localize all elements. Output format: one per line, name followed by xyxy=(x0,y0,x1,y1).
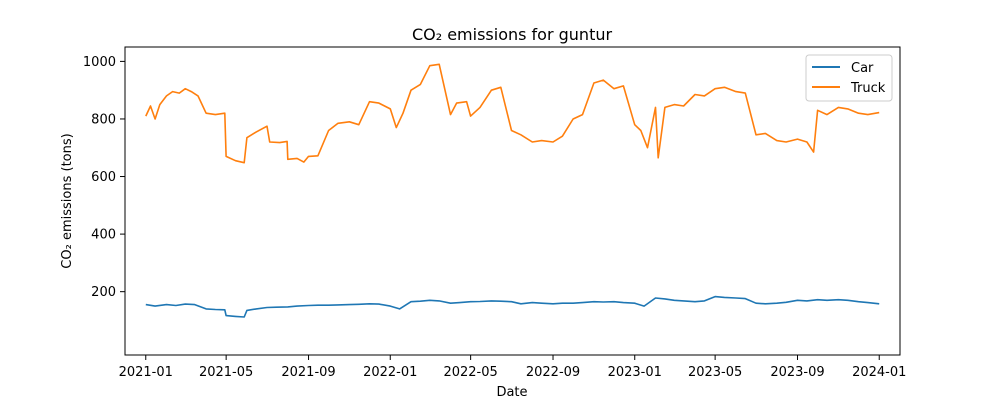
x-tick-label: 2023-05 xyxy=(688,365,742,380)
x-axis-label: Date xyxy=(496,385,527,400)
y-tick-label: 400 xyxy=(91,228,116,243)
y-tick-label: 800 xyxy=(91,112,116,127)
plot-frame xyxy=(124,46,901,356)
x-tick-label: 2023-09 xyxy=(770,365,824,380)
series-line-truck xyxy=(145,63,880,164)
x-tick-label: 2022-09 xyxy=(526,365,580,380)
legend-label-car: Car xyxy=(851,61,874,76)
y-tick-label: 600 xyxy=(91,170,116,185)
y-axis-ticks: 200 400 600 800 1000 xyxy=(83,55,125,300)
legend: Car Truck xyxy=(805,54,893,102)
y-tick-label: 1000 xyxy=(83,55,116,70)
x-tick-label: 2021-05 xyxy=(199,365,253,380)
x-tick-label: 2021-09 xyxy=(281,365,335,380)
series-line-car xyxy=(145,295,880,318)
chart-title: CO₂ emissions for guntur xyxy=(412,25,613,44)
x-tick-label: 2024-01 xyxy=(852,365,906,380)
x-tick-label: 2023-01 xyxy=(608,365,662,380)
x-tick-label: 2022-05 xyxy=(443,365,497,380)
legend-label-truck: Truck xyxy=(850,81,886,96)
y-axis-label: CO₂ emissions (tons) xyxy=(60,133,75,268)
x-tick-label: 2021-01 xyxy=(119,365,173,380)
x-tick-label: 2022-01 xyxy=(363,365,417,380)
series-layer xyxy=(145,63,880,318)
y-tick-label: 200 xyxy=(91,285,116,300)
x-axis-ticks: 2021-01 2021-05 2021-09 2022-01 2022-05 2022-… xyxy=(119,355,906,380)
